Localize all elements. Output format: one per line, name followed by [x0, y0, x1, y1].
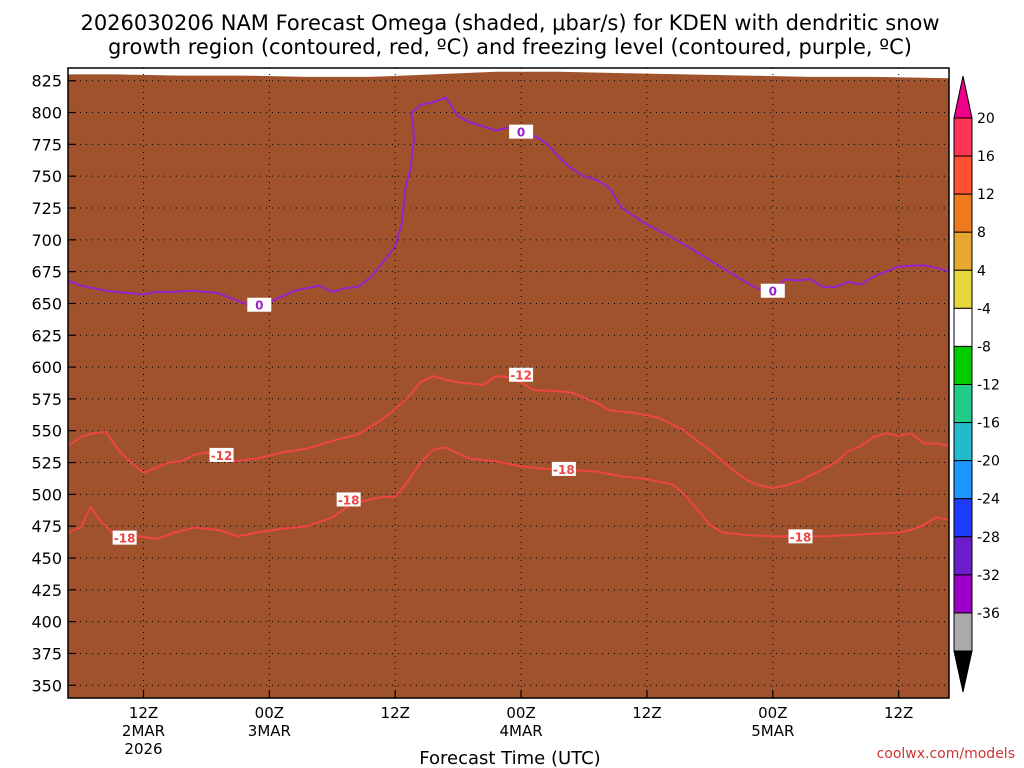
colorbar: 20 16 12 8 4 -4 -8 -12 -16 -20 -24 -28 -32 -36 [953, 75, 1000, 693]
colorbar-swatch [953, 269, 973, 309]
colorbar-label: 16 [977, 149, 995, 165]
contour-line [68, 375, 949, 489]
contour-label: -18 [553, 463, 575, 477]
colorbar-label: 12 [977, 187, 995, 203]
y-tick-label: 550 [31, 422, 62, 441]
contour-label: 0 [517, 126, 525, 140]
contour-label-bg [760, 283, 785, 298]
contour-label-bg [247, 297, 272, 312]
colorbar-label: 20 [977, 111, 995, 127]
y-tick-label: 750 [31, 167, 62, 186]
y-tick-label: 525 [31, 454, 62, 473]
contour-label-bg [336, 492, 361, 507]
colorbar-swatch [953, 193, 973, 233]
x-tick-label: 12Z [884, 704, 913, 722]
contour-line [68, 96, 949, 306]
colorbar-swatch [953, 574, 973, 614]
y-tick-label: 475 [31, 517, 62, 536]
y-tick-label: 775 [31, 135, 62, 154]
y-tick-label: 400 [31, 613, 62, 632]
colorbar-bottom-arrow [953, 650, 973, 693]
x-tick-label: 00Z [506, 704, 535, 722]
contour-label-bg [551, 461, 576, 476]
y-tick-label: 450 [31, 549, 62, 568]
x-tick-label: 2MAR [122, 722, 165, 740]
y-tick-label: 675 [31, 263, 62, 282]
contour-label: 0 [255, 299, 263, 313]
y-tick-label: 725 [31, 199, 62, 218]
contour-label: -18 [790, 530, 812, 544]
x-tick-label: 00Z [758, 704, 787, 722]
x-tick-label: 5MAR [751, 722, 794, 740]
colorbar-label: -36 [977, 606, 1000, 622]
y-tick-label: 800 [31, 104, 62, 123]
y-tick-label: 375 [31, 644, 62, 663]
y-tick-label: 625 [31, 326, 62, 345]
contour-label-bg [788, 529, 813, 544]
contour-label-bg [509, 124, 534, 139]
colorbar-label: -24 [977, 492, 1000, 508]
chart-title-line1: 2026030206 NAM Forecast Omega (shaded, μ… [80, 11, 939, 35]
colorbar-swatch [953, 155, 973, 195]
contour-label: 0 [769, 285, 777, 299]
colorbar-top-arrow [953, 75, 973, 119]
colorbar-swatch [953, 422, 973, 462]
colorbar-swatch [953, 460, 973, 500]
y-tick-label: 575 [31, 390, 62, 409]
y-tick-label: 650 [31, 294, 62, 313]
colorbar-label: -8 [977, 339, 991, 355]
credit-text: coolwx.com/models [877, 746, 1015, 762]
colorbar-swatch [953, 117, 973, 157]
colorbar-swatch [953, 384, 973, 424]
contour-label: -12 [510, 369, 532, 383]
colorbar-swatch [953, 307, 973, 347]
x-tick-label: 12Z [129, 704, 158, 722]
plot-frame [67, 67, 950, 699]
y-tick-label: 600 [31, 358, 62, 377]
colorbar-swatch [953, 498, 973, 538]
x-tick-label: 4MAR [499, 722, 542, 740]
colorbar-label: -4 [977, 301, 991, 317]
colorbar-label: -32 [977, 568, 1000, 584]
contour-label-bg [509, 367, 534, 382]
colorbar-label: 4 [977, 263, 986, 279]
colorbar-label: -20 [977, 454, 1000, 470]
colorbar-label: -16 [977, 416, 1000, 432]
terrain-layer [68, 71, 949, 698]
colorbar-swatch [953, 231, 973, 271]
y-tick-label: 700 [31, 231, 62, 250]
contour-label: -18 [114, 532, 136, 546]
y-axis-ticks: 350 375 400 425 450 475 500 525 550 575 600 625 650 6… [31, 72, 76, 695]
colorbar-swatch [953, 345, 973, 385]
contour-label-bg [112, 530, 137, 545]
terrain-fill [68, 71, 949, 698]
colorbar-label: -12 [977, 378, 1000, 394]
contour-label-bg [209, 447, 234, 462]
colorbar-swatch [953, 612, 973, 652]
contour-label: -18 [338, 493, 360, 507]
y-tick-label: 425 [31, 581, 62, 600]
chart-title-line2: growth region (contoured, red, ºC) and f… [108, 35, 912, 59]
contour-label: -12 [211, 449, 233, 463]
contour-labels: -18 -18 -18 -18 -12 -12 0 0 0 [112, 124, 813, 546]
x-tick-label: 12Z [381, 704, 410, 722]
y-tick-label: 500 [31, 485, 62, 504]
x-tick-label: 12Z [632, 704, 661, 722]
colorbar-label: -28 [977, 530, 1000, 546]
x-tick-label: 3MAR [248, 722, 291, 740]
x-axis-label: Forecast Time (UTC) [419, 748, 600, 768]
x-tick-label: 2026 [124, 740, 162, 758]
y-tick-label: 825 [31, 72, 62, 91]
y-tick-label: 350 [31, 676, 62, 695]
colorbar-swatch [953, 536, 973, 576]
x-tick-label: 00Z [255, 704, 284, 722]
colorbar-label: 8 [977, 225, 986, 241]
